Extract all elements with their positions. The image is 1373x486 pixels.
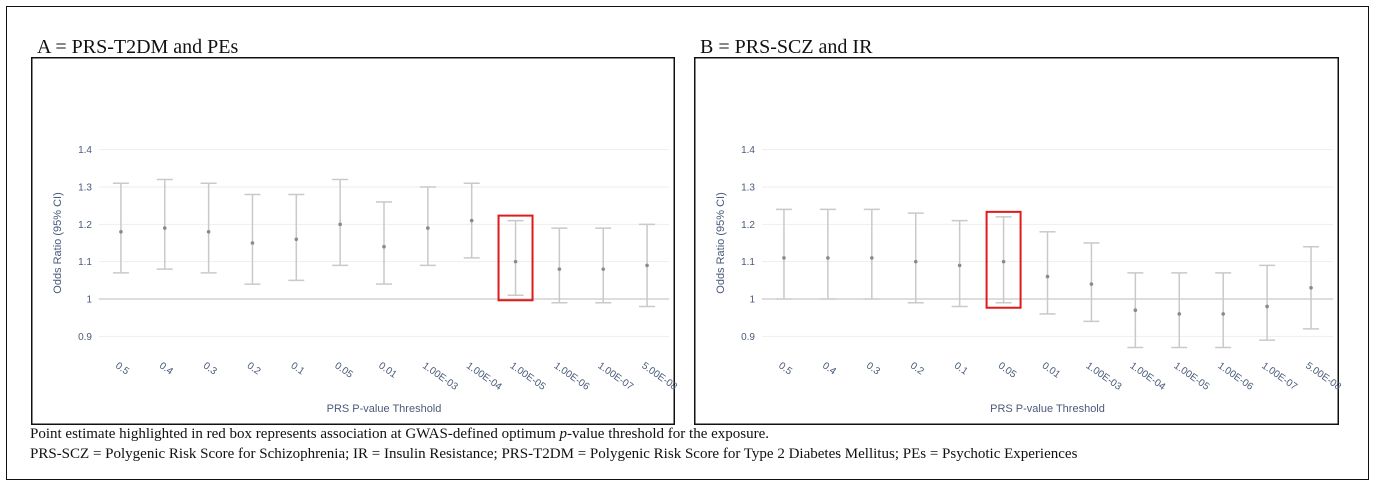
point-estimate (1309, 286, 1313, 290)
error-bar-group (1215, 272, 1232, 349)
x-axis-label: PRS P-value Threshold (990, 403, 1105, 415)
caption-abbreviations: PRS-SCZ = Polygenic Risk Score for Schiz… (30, 446, 1078, 462)
error-bar-group (200, 182, 217, 274)
error-bar-group (819, 208, 836, 300)
error-bar-group (551, 227, 568, 304)
error-bar-group (112, 182, 129, 274)
error-bar-group (376, 201, 392, 285)
point-estimate (645, 263, 649, 268)
optimum-threshold-highlight-box (985, 210, 1022, 309)
point-estimate (1221, 312, 1225, 316)
error-bar-group (951, 219, 968, 308)
y-tick-label: 1 (86, 295, 92, 306)
error-bar-group (332, 178, 349, 267)
y-tick-label: 1.1 (78, 257, 92, 268)
error-bar-group (507, 219, 524, 297)
error-bar-group (1259, 264, 1276, 341)
error-bar-group (419, 186, 436, 267)
y-tick-label: 1.1 (741, 257, 755, 268)
y-tick-label: 1 (749, 295, 755, 306)
error-bar-group (1039, 231, 1056, 315)
error-bar-group (1127, 272, 1144, 349)
y-tick-label: 1.4 (78, 145, 92, 156)
caption-line1-end: -value threshold for the exposure. (566, 426, 770, 442)
point-estimate (1265, 304, 1269, 309)
caption-line1-start: Point estimate highlighted in red box re… (30, 426, 560, 442)
point-estimate (1177, 312, 1182, 316)
point-estimate (513, 259, 518, 264)
point-estimate (162, 226, 167, 230)
point-estimate (601, 267, 606, 271)
point-estimate (250, 241, 255, 245)
point-estimate (557, 267, 562, 271)
error-bar-group (863, 208, 880, 300)
point-estimate (957, 263, 962, 268)
point-estimate (870, 256, 874, 260)
point-estimate (426, 226, 430, 230)
point-estimate (826, 256, 830, 260)
y-tick-label: 1.3 (741, 183, 755, 194)
y-axis-label: Odds Ratio (95% CI) (52, 192, 64, 293)
error-bar-group (639, 223, 656, 308)
point-estimate (1001, 259, 1006, 264)
point-estimate (338, 222, 342, 227)
panel-frame (694, 57, 1339, 425)
error-bar-group (907, 212, 924, 304)
y-axis-label: Odds Ratio (95% CI) (715, 192, 727, 293)
x-axis-label: PRS P-value Threshold (327, 403, 442, 415)
panel-b-title: B = PRS-SCZ and IR (700, 36, 873, 58)
y-tick-label: 1.2 (78, 220, 92, 231)
point-estimate (206, 230, 211, 234)
error-bar-group (1303, 245, 1320, 330)
error-bar-group (1171, 272, 1188, 349)
error-bar-group (463, 182, 480, 259)
point-estimate (382, 244, 386, 249)
error-bar-group (1083, 242, 1100, 323)
point-estimate (469, 218, 474, 223)
caption-highlight-note: Point estimate highlighted in red box re… (30, 426, 769, 443)
error-bar-group (595, 227, 612, 304)
point-estimate (1045, 274, 1050, 279)
point-estimate (913, 259, 918, 264)
y-tick-label: 1.3 (78, 183, 92, 194)
point-estimate (1133, 308, 1138, 312)
error-bar-group (244, 193, 261, 285)
panel-a-title: A = PRS-T2DM and PEs (37, 36, 239, 58)
error-bar-group (995, 216, 1012, 304)
panel-frame (31, 57, 675, 425)
error-bar-group (156, 178, 173, 270)
error-bar-group (775, 208, 792, 300)
error-bar-group (288, 193, 305, 282)
point-estimate (294, 237, 299, 242)
caption-line1-italic: p (559, 426, 567, 442)
point-estimate (782, 256, 786, 260)
point-estimate (119, 230, 123, 234)
y-tick-label: 0.9 (78, 332, 92, 343)
y-tick-label: 0.9 (741, 332, 755, 343)
optimum-threshold-highlight-box (497, 214, 534, 302)
y-tick-label: 1.4 (741, 145, 755, 156)
y-tick-label: 1.2 (741, 220, 755, 231)
point-estimate (1089, 282, 1094, 286)
